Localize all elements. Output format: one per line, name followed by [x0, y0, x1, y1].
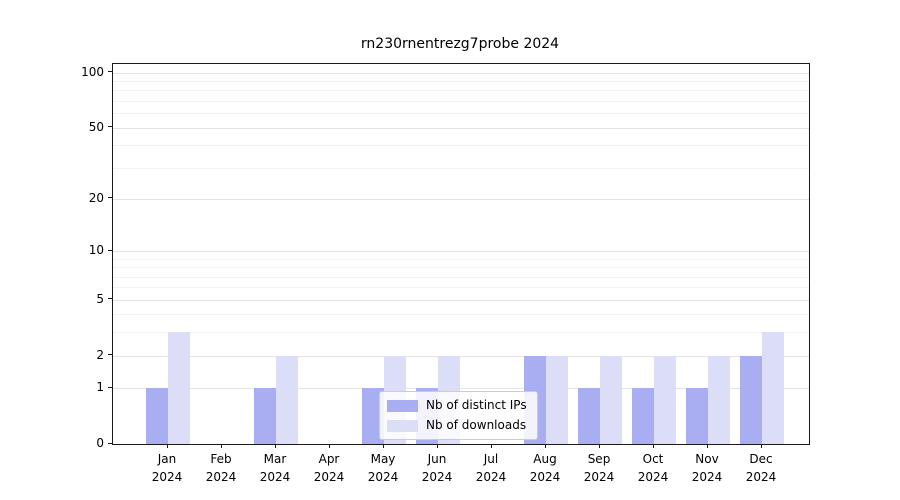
x-tick-label-feb: Feb 2024: [191, 450, 251, 486]
gridline-major: [113, 251, 809, 252]
x-tick-year: 2024: [259, 470, 291, 484]
x-tick-year: 2024: [151, 470, 183, 484]
y-tick-mark: [108, 126, 112, 127]
x-tick-label-mar: Mar 2024: [245, 450, 305, 486]
x-tick-year: 2024: [205, 470, 237, 484]
x-tick-mark: [491, 444, 492, 448]
bar-downloads-sep: [600, 355, 622, 444]
y-tick-label: 0: [96, 436, 104, 450]
x-tick-year: 2024: [421, 470, 453, 484]
x-tick-label-jun: Jun 2024: [407, 450, 467, 486]
legend-item-distinct-ips: Nb of distinct IPs: [387, 399, 527, 412]
y-tick-label: 100: [81, 64, 104, 79]
bar-distinct-ips-sep: [578, 388, 600, 444]
x-tick-year: 2024: [637, 470, 669, 484]
gridline-minor: [113, 145, 809, 147]
legend-label: Nb of distinct IPs: [426, 398, 527, 412]
gridline-minor: [113, 100, 809, 102]
gridline-minor: [113, 90, 809, 92]
x-tick-label-nov: Nov 2024: [677, 450, 737, 486]
y-tick-mark: [108, 386, 112, 388]
y-tick-mark: [108, 354, 112, 356]
y-tick-label: 50: [88, 119, 104, 134]
chart-title: rn230rnentrezg7probe 2024: [360, 36, 560, 52]
x-tick-year: 2024: [529, 470, 561, 484]
x-tick-year: 2024: [313, 470, 345, 484]
x-tick-mark: [761, 444, 762, 448]
bar-downloads-jan: [168, 332, 190, 444]
y-tick-mark: [108, 197, 112, 199]
x-tick-mark: [329, 444, 330, 448]
gridline-minor: [113, 314, 809, 316]
y-tick-mark: [108, 249, 112, 251]
bar-distinct-ips-mar: [254, 388, 276, 444]
bar-downloads-mar: [276, 355, 298, 444]
x-tick-label-oct: Oct 2024: [623, 450, 683, 486]
gridline-major: [113, 198, 809, 200]
x-tick-label-jul: Jul 2024: [461, 450, 521, 486]
x-tick-mark: [437, 444, 438, 448]
x-tick-label-may: May 2024: [353, 450, 413, 486]
bar-downloads-aug: [546, 355, 568, 444]
y-tick-label: 10: [88, 243, 104, 257]
x-tick-mark: [707, 444, 708, 448]
x-tick-label-jan: Jan 2024: [137, 450, 197, 486]
gridline-minor: [113, 267, 809, 269]
x-tick-mark: [599, 444, 600, 448]
y-tick-mark: [108, 298, 112, 300]
legend-label: Nb of downloads: [426, 418, 527, 432]
gridline-major: [113, 127, 809, 129]
plot-area: Nb of distinct IPs Nb of downloads: [112, 63, 810, 445]
y-tick-label: 5: [96, 291, 104, 306]
y-tick-mark: [108, 71, 112, 72]
x-tick-label-sep: Sep 2024: [569, 450, 629, 486]
bar-downloads-oct: [654, 355, 676, 444]
x-tick-label-apr: Apr 2024: [299, 450, 359, 486]
bar-distinct-ips-dec: [740, 355, 762, 444]
legend-swatch-distinct-ips: [387, 399, 418, 412]
gridline-major: [113, 388, 809, 390]
gridline-minor: [113, 276, 809, 278]
x-tick-year: 2024: [691, 470, 723, 484]
x-tick-mark: [167, 444, 168, 448]
gridline-minor: [113, 167, 809, 169]
x-tick-mark: [653, 444, 654, 448]
gridline-minor: [113, 287, 809, 289]
legend: Nb of distinct IPs Nb of downloads: [379, 391, 538, 440]
y-tick-label: 20: [88, 190, 104, 205]
bar-distinct-ips-may: [362, 388, 384, 444]
gridline-minor: [113, 332, 809, 334]
bar-distinct-ips-jan: [146, 388, 168, 444]
legend-item-downloads: Nb of downloads: [387, 419, 527, 432]
x-tick-year: 2024: [367, 470, 399, 484]
x-tick-label-aug: Aug 2024: [515, 450, 575, 486]
gridline-minor: [113, 80, 809, 82]
y-tick-mark: [108, 442, 112, 444]
legend-swatch-downloads: [387, 419, 418, 432]
x-tick-label-dec: Dec 2024: [731, 450, 791, 486]
bar-downloads-nov: [708, 355, 730, 444]
bar-distinct-ips-oct: [632, 388, 654, 444]
x-tick-mark: [221, 444, 222, 448]
gridline-major: [113, 72, 809, 74]
gridline-major: [113, 355, 809, 357]
bar-downloads-dec: [762, 332, 784, 444]
gridline-minor: [113, 258, 809, 260]
x-tick-mark: [545, 444, 546, 448]
bar-distinct-ips-nov: [686, 388, 708, 444]
x-tick-mark: [275, 444, 276, 448]
x-tick-mark: [383, 444, 384, 448]
x-tick-year: 2024: [745, 470, 777, 484]
gridline-minor: [113, 113, 809, 115]
x-tick-year: 2024: [583, 470, 615, 484]
gridline-major: [113, 299, 809, 301]
x-tick-year: 2024: [475, 470, 507, 484]
y-tick-label: 1: [96, 380, 104, 395]
y-tick-label: 2: [96, 347, 104, 362]
